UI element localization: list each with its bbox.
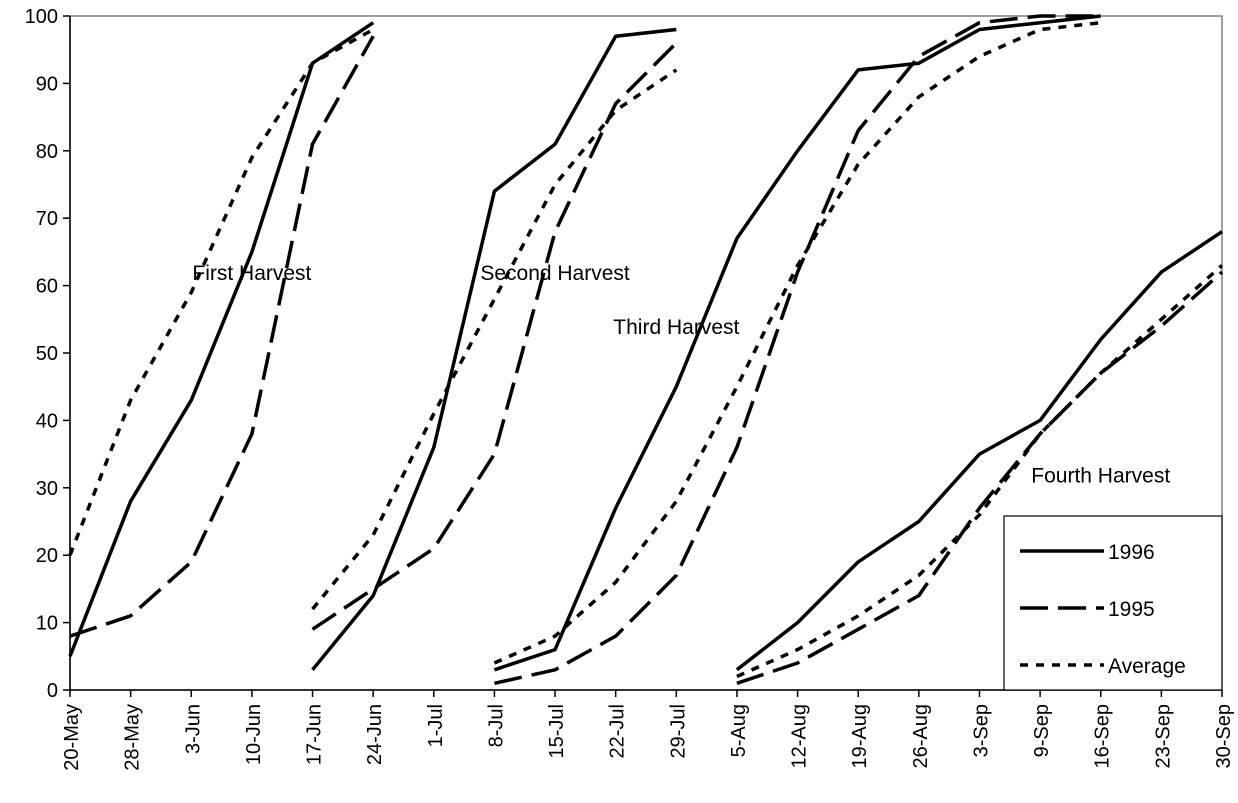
x-tick-label: 20-May — [61, 704, 83, 771]
x-tick-label: 23-Sep — [1152, 704, 1174, 769]
x-tick-label: 28-May — [122, 704, 144, 771]
legend-box — [1003, 515, 1223, 691]
x-tick-label: 24-Jun — [364, 704, 386, 765]
series-line-1996-harvest-4 — [735, 230, 1223, 672]
data-point — [191, 561, 192, 562]
annotation-harvest-1: First Harvest — [192, 262, 311, 285]
legend-label-1996: 1996 — [1108, 541, 1155, 564]
data-point — [615, 110, 616, 111]
x-tick-label: 17-Jun — [304, 704, 326, 765]
y-tick-label: 100 — [25, 6, 58, 28]
data-point — [555, 231, 556, 232]
y-tick-label: 90 — [36, 73, 58, 95]
data-point — [494, 454, 495, 455]
series-line-average-harvest-1 — [68, 27, 375, 556]
series-line-1996-harvest-3 — [493, 14, 1101, 672]
data-point — [979, 56, 980, 57]
x-tick-label: 3-Sep — [970, 704, 992, 757]
y-tick-label: 70 — [36, 208, 58, 230]
annotation-harvest-3: Third Harvest — [613, 316, 739, 339]
series-layer — [68, 14, 1224, 686]
data-point — [918, 56, 919, 57]
y-tick-label: 0 — [47, 680, 58, 702]
annotation-layer: First Harvest Second Harvest Third Harvest… — [192, 262, 1170, 487]
series-line-1995-harvest-1 — [69, 35, 375, 638]
legend: 1996 1995 Average — [1003, 515, 1223, 691]
y-tick-label: 20 — [36, 545, 58, 567]
x-tick-label: 16-Sep — [1092, 704, 1114, 769]
y-tick-label: 10 — [36, 613, 58, 635]
series-line-average-harvest-2 — [311, 68, 678, 611]
axes: 0 10 20 30 40 50 60 70 80 90 100 20-May 28-May 3-Jun 1… — [25, 6, 1235, 771]
series-line-average-harvest-4 — [736, 264, 1224, 679]
series-line-1995-harvest-3 — [494, 14, 1101, 686]
data-point — [1040, 29, 1041, 30]
data-point — [1100, 22, 1101, 23]
x-tick-label: 8-Jul — [485, 704, 507, 747]
series-line-1996-harvest-2 — [311, 27, 677, 671]
data-point — [433, 548, 434, 549]
x-tick-label: 9-Sep — [1031, 704, 1053, 757]
series-line-average-harvest-3 — [493, 20, 1101, 665]
series-line-1995-harvest-4 — [736, 270, 1224, 685]
legend-label-1995: 1995 — [1108, 598, 1155, 621]
legend-label-average: Average — [1108, 655, 1186, 678]
y-tick-label: 30 — [36, 478, 58, 500]
x-tick-label: 12-Aug — [789, 704, 811, 769]
x-tick-label: 5-Aug — [728, 704, 750, 757]
x-tick-label: 22-Jul — [607, 704, 629, 758]
data-point — [736, 386, 737, 387]
annotation-harvest-2: Second Harvest — [480, 262, 630, 285]
y-tick-label: 60 — [36, 276, 58, 298]
series-1996 — [68, 14, 1223, 672]
series-average — [68, 20, 1224, 679]
x-tick-label: 26-Aug — [910, 704, 932, 769]
y-tick-label: 80 — [36, 141, 58, 163]
data-point — [373, 29, 374, 30]
x-tick-label: 29-Jul — [667, 704, 689, 758]
x-tick-label: 30-Sep — [1213, 704, 1235, 769]
data-point — [676, 42, 677, 43]
data-point — [494, 299, 495, 300]
x-tick-label: 10-Jun — [243, 704, 265, 765]
data-point — [373, 588, 374, 589]
y-tick-label: 50 — [36, 343, 58, 365]
x-tick-label: 19-Aug — [849, 704, 871, 769]
series-line-1995-harvest-2 — [311, 41, 678, 631]
y-tick-label: 40 — [36, 410, 58, 432]
x-tick-label: 3-Jun — [182, 704, 204, 754]
data-point — [1161, 326, 1162, 327]
series-1995 — [69, 14, 1224, 686]
x-tick-label: 1-Jul — [425, 704, 447, 747]
data-point — [676, 501, 677, 502]
data-point — [555, 184, 556, 185]
x-tick-label: 15-Jul — [546, 704, 568, 758]
annotation-harvest-4: Fourth Harvest — [1031, 464, 1170, 487]
